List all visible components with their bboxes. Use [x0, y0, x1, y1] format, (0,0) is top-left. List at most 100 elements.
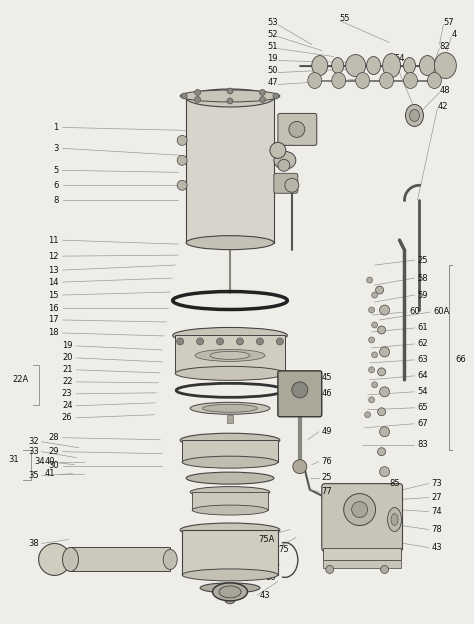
Text: 6: 6 — [53, 181, 58, 190]
Text: 75: 75 — [278, 545, 289, 554]
Circle shape — [259, 89, 265, 95]
Ellipse shape — [163, 550, 177, 570]
Text: 66: 66 — [456, 356, 466, 364]
Text: 58: 58 — [418, 273, 428, 283]
Text: 49: 49 — [322, 427, 332, 436]
Bar — [71, 547, 170, 572]
Text: 61: 61 — [418, 323, 428, 333]
Ellipse shape — [403, 72, 418, 89]
Text: 19: 19 — [62, 341, 73, 351]
Text: 21: 21 — [62, 366, 73, 374]
Bar — [182, 440, 278, 462]
Circle shape — [195, 97, 201, 102]
Ellipse shape — [180, 433, 280, 447]
Ellipse shape — [403, 57, 416, 74]
Text: 77: 77 — [322, 487, 332, 496]
Circle shape — [237, 338, 244, 345]
Ellipse shape — [186, 236, 274, 250]
Circle shape — [259, 97, 265, 102]
Ellipse shape — [332, 57, 344, 74]
Text: 22A: 22A — [12, 376, 28, 384]
Circle shape — [352, 502, 368, 517]
Bar — [227, 415, 233, 423]
Text: 50: 50 — [267, 66, 278, 75]
Text: 30: 30 — [48, 461, 58, 470]
Circle shape — [285, 178, 299, 192]
Text: 23: 23 — [62, 389, 73, 398]
FancyBboxPatch shape — [278, 114, 317, 145]
Ellipse shape — [182, 569, 278, 581]
Circle shape — [381, 565, 389, 573]
Text: 60A: 60A — [433, 308, 450, 316]
Text: 64: 64 — [418, 371, 428, 381]
Text: 60: 60 — [410, 308, 420, 316]
Text: 43: 43 — [431, 543, 442, 552]
Ellipse shape — [366, 57, 381, 74]
Text: 78: 78 — [431, 525, 442, 534]
Bar — [192, 492, 268, 510]
Circle shape — [380, 305, 390, 315]
Text: 43: 43 — [260, 591, 271, 600]
FancyBboxPatch shape — [278, 371, 322, 417]
Text: 18: 18 — [48, 328, 58, 338]
Text: 75A: 75A — [258, 535, 274, 544]
Text: 22: 22 — [62, 378, 73, 386]
Bar — [186, 98, 274, 243]
Circle shape — [38, 544, 71, 575]
Ellipse shape — [212, 583, 247, 601]
Text: 59: 59 — [418, 291, 428, 300]
Text: 12: 12 — [48, 251, 58, 261]
Circle shape — [227, 88, 233, 94]
Text: 82: 82 — [439, 42, 450, 51]
Ellipse shape — [219, 586, 241, 598]
Text: 24: 24 — [62, 401, 73, 411]
Text: 31: 31 — [8, 455, 18, 464]
Text: 1: 1 — [53, 123, 58, 132]
Text: 19: 19 — [267, 54, 278, 63]
Ellipse shape — [180, 90, 280, 102]
Ellipse shape — [332, 72, 346, 89]
Ellipse shape — [380, 72, 393, 89]
Circle shape — [195, 89, 201, 95]
Bar — [182, 530, 278, 575]
Text: 4: 4 — [451, 30, 456, 39]
Text: 63: 63 — [418, 356, 428, 364]
Circle shape — [380, 347, 390, 357]
Text: 85: 85 — [390, 479, 400, 488]
Ellipse shape — [434, 52, 456, 79]
Circle shape — [278, 159, 290, 172]
Circle shape — [227, 98, 233, 104]
Text: 80: 80 — [265, 573, 275, 582]
Ellipse shape — [173, 328, 287, 343]
Circle shape — [177, 180, 187, 190]
Circle shape — [293, 460, 307, 474]
Circle shape — [380, 467, 390, 477]
Ellipse shape — [388, 507, 401, 532]
Text: 38: 38 — [28, 539, 38, 548]
Circle shape — [181, 93, 187, 99]
Circle shape — [378, 326, 385, 334]
Text: 47: 47 — [267, 78, 278, 87]
Ellipse shape — [308, 72, 322, 89]
Text: 45: 45 — [322, 373, 332, 383]
Text: 54: 54 — [418, 388, 428, 396]
Circle shape — [378, 447, 385, 456]
Text: 73: 73 — [431, 479, 442, 488]
Ellipse shape — [410, 109, 419, 122]
Ellipse shape — [312, 56, 328, 76]
Circle shape — [326, 565, 334, 573]
Text: 27: 27 — [431, 493, 442, 502]
Text: 67: 67 — [418, 419, 428, 428]
Circle shape — [372, 292, 378, 298]
Ellipse shape — [200, 583, 260, 593]
Circle shape — [177, 338, 183, 345]
Ellipse shape — [419, 56, 436, 76]
Circle shape — [177, 155, 187, 165]
Ellipse shape — [186, 472, 274, 484]
Ellipse shape — [180, 523, 280, 537]
Text: 41: 41 — [45, 469, 55, 478]
Text: 33: 33 — [28, 447, 38, 456]
Text: 26: 26 — [62, 413, 73, 422]
Circle shape — [224, 592, 236, 604]
Text: 65: 65 — [418, 403, 428, 412]
